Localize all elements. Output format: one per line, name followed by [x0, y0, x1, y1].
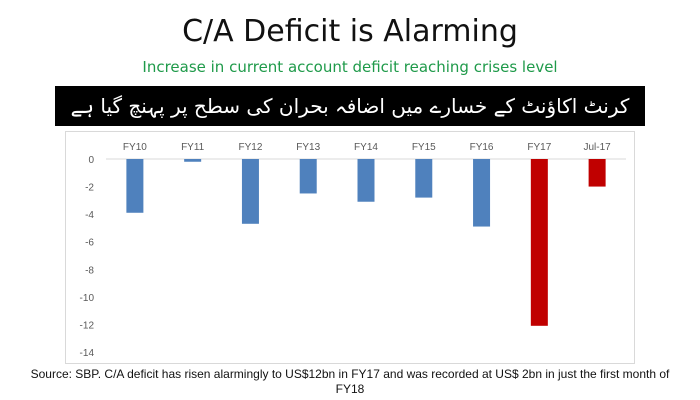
y-tick-label: -8 — [85, 265, 94, 276]
source-note: Source: SBP. C/A deficit has risen alarm… — [30, 367, 670, 396]
x-category-label: FY11 — [181, 142, 205, 153]
slide-title: C/A Deficit is Alarming — [182, 14, 518, 49]
y-tick-label: -2 — [85, 183, 94, 194]
x-category-label: FY10 — [123, 142, 147, 153]
y-tick-label: 0 — [88, 155, 94, 166]
y-tick-label: -10 — [80, 293, 95, 304]
bar-fy17 — [530, 159, 548, 326]
bar-fy13 — [299, 159, 317, 194]
x-category-label: FY13 — [296, 142, 320, 153]
x-category-label: FY15 — [412, 142, 436, 153]
x-category-label: FY17 — [527, 142, 551, 153]
bar-fy14 — [357, 159, 375, 202]
bar-fy16 — [473, 159, 491, 227]
y-tick-label: -4 — [85, 210, 94, 221]
y-tick-label: -6 — [85, 238, 94, 249]
bar-fy12 — [241, 159, 259, 224]
x-category-label: FY12 — [238, 142, 262, 153]
bar-fy11 — [184, 159, 202, 162]
x-category-label: FY14 — [354, 142, 378, 153]
bar-jul-17 — [588, 159, 606, 187]
bar-fy10 — [126, 159, 144, 213]
bar-fy15 — [415, 159, 433, 198]
y-tick-label: -12 — [80, 320, 95, 331]
deficit-bar-chart: 0 -2 -4 -6 -8 -10 -12 -14 FY10 FY11 FY12 FY13 FY14 FY… — [80, 142, 626, 359]
y-tick-label: -14 — [80, 348, 95, 359]
slide-subtitle: Increase in current account deficit reac… — [142, 58, 558, 76]
urdu-banner: کرنٹ اکاؤنٹ کے خسارے میں اضافہ بحران کی … — [55, 86, 645, 126]
chart-container: 0 -2 -4 -6 -8 -10 -12 -14 FY10 FY11 FY12 FY13 FY14 FY… — [65, 131, 635, 364]
x-category-label: Jul-17 — [583, 142, 611, 153]
urdu-banner-text: کرنٹ اکاؤنٹ کے خسارے میں اضافہ بحران کی … — [70, 94, 630, 118]
x-category-label: FY16 — [470, 142, 494, 153]
